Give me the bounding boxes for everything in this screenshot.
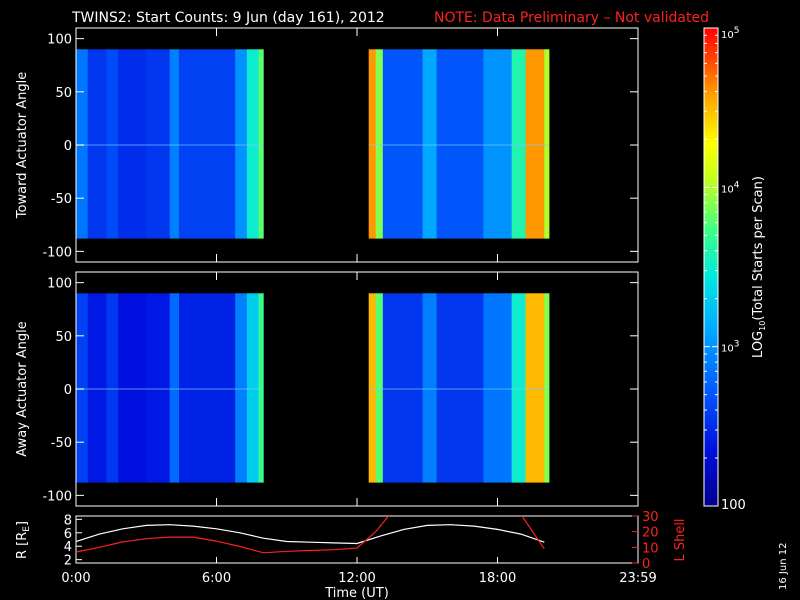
heatmap-band bbox=[368, 49, 377, 239]
colorbar: 105 104 103 100 LOG10(Total Starts per Scan… bbox=[703, 26, 767, 513]
lshell-ytick-label: 10 bbox=[642, 541, 659, 556]
xtick-label: 23:59 bbox=[619, 571, 656, 586]
r-series-line bbox=[76, 524, 545, 545]
colorbar-tick-label: 103 bbox=[721, 340, 739, 355]
ytick-label: 0 bbox=[64, 383, 72, 398]
lshell-ytick-label: 20 bbox=[642, 526, 659, 541]
away-ylabel: Away Actuator Angle bbox=[15, 321, 30, 456]
toward-ylabel: Toward Actuator Angle bbox=[15, 72, 30, 219]
ytick-label: 100 bbox=[47, 277, 72, 292]
heatmap-band bbox=[375, 293, 384, 483]
heatmap-band bbox=[179, 49, 236, 239]
xtick-label: 12:00 bbox=[338, 571, 375, 586]
toward-heatmap bbox=[76, 49, 550, 239]
heatmap-band bbox=[146, 49, 171, 239]
heatmap-band bbox=[118, 49, 147, 239]
r-ytick-label: 6 bbox=[64, 527, 72, 542]
colorbar-tick-label: 104 bbox=[721, 180, 740, 195]
heatmap-band bbox=[246, 293, 259, 483]
colorbar-frame bbox=[703, 27, 719, 507]
lshell-ylabel: L Shell bbox=[673, 518, 688, 561]
heatmap-band bbox=[169, 49, 180, 239]
heatmap-band bbox=[235, 293, 248, 483]
away-heatmap bbox=[76, 293, 550, 483]
xtick-label: 6:00 bbox=[202, 571, 231, 586]
ytick-label: -100 bbox=[42, 489, 72, 504]
heatmap-band bbox=[544, 293, 550, 483]
heatmap-band bbox=[87, 49, 107, 239]
heatmap-band bbox=[375, 49, 384, 239]
heatmap-band bbox=[382, 293, 423, 483]
heatmap-band bbox=[382, 49, 423, 239]
xtick-label: 18:00 bbox=[479, 571, 516, 586]
heatmap-band bbox=[235, 49, 248, 239]
heatmap-band bbox=[246, 49, 259, 239]
ytick-label: 50 bbox=[55, 86, 72, 101]
heatmap-band bbox=[118, 293, 147, 483]
heatmap-band bbox=[511, 49, 526, 239]
heatmap-band bbox=[422, 49, 438, 239]
ytick-label: 0 bbox=[64, 139, 72, 154]
date-stamp: 16 Jun 12 bbox=[778, 543, 789, 590]
colorbar-gradient bbox=[704, 28, 718, 506]
xtick-label: 0:00 bbox=[61, 571, 90, 586]
heatmap-band bbox=[436, 293, 484, 483]
ytick-label: -100 bbox=[42, 245, 72, 260]
r-ytick-label: 4 bbox=[64, 540, 72, 555]
r-ytick-label: 2 bbox=[64, 554, 72, 569]
heatmap-band bbox=[76, 49, 89, 239]
colorbar-tick-label: 105 bbox=[721, 26, 739, 41]
ytick-label: 100 bbox=[47, 33, 72, 48]
heatmap-band bbox=[544, 49, 550, 239]
orbit-lines bbox=[76, 516, 545, 554]
heatmap-band bbox=[436, 49, 484, 239]
heatmap-band bbox=[76, 293, 89, 483]
toward-angle-panel: 100 50 0 -50 -100 Toward Actuator Angle bbox=[15, 27, 639, 263]
colorbar-ticks: 105 104 103 100 bbox=[704, 26, 746, 513]
heatmap-band bbox=[483, 49, 512, 239]
lshell-ytick-label: 30 bbox=[642, 510, 659, 525]
ytick-label: -50 bbox=[51, 436, 72, 451]
away-angle-panel: 100 50 0 -50 -100 Away Actuator Angle bbox=[15, 271, 639, 507]
colorbar-label: LOG10(Total Starts per Scan) bbox=[751, 176, 767, 358]
heatmap-band bbox=[525, 49, 545, 239]
ytick-label: -50 bbox=[51, 192, 72, 207]
away-ticks: 100 50 0 -50 -100 bbox=[42, 272, 639, 506]
r-ylabel: R [RE] bbox=[15, 521, 32, 559]
lshell-ytick-label: 0 bbox=[642, 557, 650, 572]
heatmap-band bbox=[146, 293, 171, 483]
ytick-label: 50 bbox=[55, 330, 72, 345]
heatmap-band bbox=[106, 293, 119, 483]
lshell-series-line bbox=[76, 516, 545, 554]
heatmap-band bbox=[422, 293, 438, 483]
heatmap-band bbox=[258, 293, 264, 483]
time-xlabel: Time (UT) bbox=[324, 586, 389, 600]
heatmap-band bbox=[483, 293, 512, 483]
toward-ticks: 100 50 0 -50 -100 bbox=[42, 28, 639, 262]
heatmap-band bbox=[525, 293, 545, 483]
heatmap-band bbox=[106, 49, 119, 239]
heatmap-band bbox=[179, 293, 236, 483]
heatmap-band bbox=[511, 293, 526, 483]
colorbar-tick-label: 100 bbox=[721, 498, 746, 513]
chart-title: TWINS2: Start Counts: 9 Jun (day 161), 2… bbox=[71, 10, 385, 26]
heatmap-band bbox=[258, 49, 264, 239]
heatmap-band bbox=[87, 293, 107, 483]
preliminary-note: NOTE: Data Preliminary – Not validated bbox=[434, 10, 709, 26]
heatmap-band bbox=[368, 293, 377, 483]
r-ytick-label: 8 bbox=[64, 513, 72, 528]
heatmap-band bbox=[169, 293, 180, 483]
orbit-frame bbox=[75, 515, 639, 564]
